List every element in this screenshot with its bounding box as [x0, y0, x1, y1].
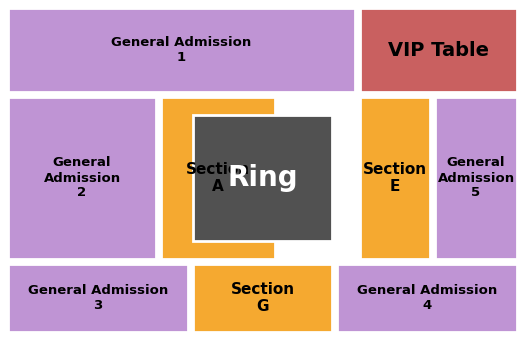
Text: Section
E: Section E: [363, 162, 427, 194]
Bar: [8, 97, 156, 259]
Text: VIP Table: VIP Table: [388, 40, 489, 60]
Bar: [161, 97, 275, 259]
Bar: [193, 115, 332, 241]
Text: Section
G: Section G: [230, 282, 295, 314]
Text: General Admission
1: General Admission 1: [111, 36, 251, 64]
Text: Ring: Ring: [227, 164, 298, 192]
Bar: [8, 8, 355, 92]
Bar: [435, 97, 517, 259]
Bar: [8, 264, 188, 332]
Bar: [360, 8, 517, 92]
Bar: [360, 97, 430, 259]
Bar: [337, 264, 517, 332]
Text: General
Admission
5: General Admission 5: [437, 156, 514, 200]
Text: General
Admission
2: General Admission 2: [44, 156, 121, 200]
Text: General Admission
3: General Admission 3: [28, 284, 168, 312]
Text: General Admission
4: General Admission 4: [357, 284, 497, 312]
Bar: [193, 264, 332, 332]
Text: Section
A: Section A: [186, 162, 250, 194]
